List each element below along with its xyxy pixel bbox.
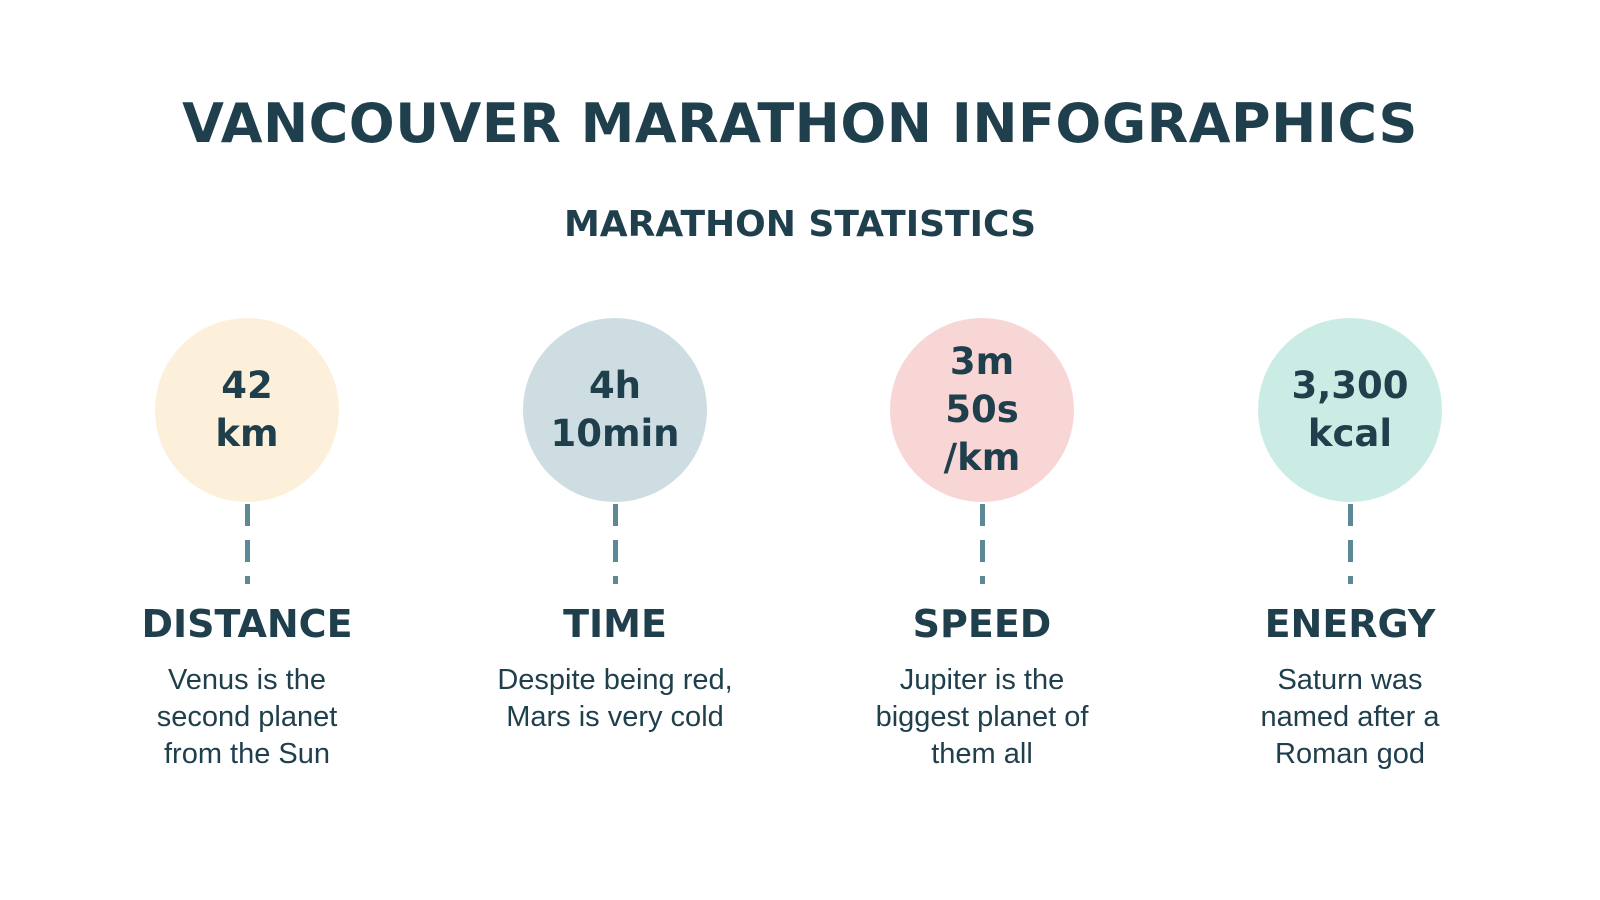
- stat-speed: 3m 50s /km SPEED Jupiter is the biggest …: [832, 318, 1132, 773]
- time-value-circle: 4h 10min: [523, 318, 707, 502]
- time-label: TIME: [563, 602, 667, 646]
- dashed-connector: [244, 504, 250, 584]
- energy-label: ENERGY: [1264, 602, 1436, 646]
- speed-description: Jupiter is the biggest planet of them al…: [875, 664, 1089, 770]
- distance-value-circle: 42 km: [155, 318, 339, 502]
- energy-description: Saturn was named after a Roman god: [1260, 664, 1440, 770]
- speed-value-circle: 3m 50s /km: [890, 318, 1074, 502]
- distance-description: Venus is the second planet from the Sun: [156, 664, 338, 770]
- stat-time: 4h 10min TIME Despite being red, Mars is…: [465, 318, 765, 736]
- section-subtitle: MARATHON STATISTICS: [563, 204, 1037, 245]
- page-title: VANCOUVER MARATHON INFOGRAPHICS: [182, 92, 1418, 155]
- time-description: Despite being red, Mars is very cold: [497, 664, 733, 733]
- stat-energy: 3,300 kcal ENERGY Saturn was named after…: [1200, 318, 1500, 773]
- dashed-connector: [979, 504, 985, 584]
- stat-distance: 42 km DISTANCE Venus is the second plane…: [97, 318, 397, 773]
- energy-value-circle: 3,300 kcal: [1258, 318, 1442, 502]
- dashed-connector: [612, 504, 618, 584]
- dashed-connector: [1347, 504, 1353, 584]
- distance-label: DISTANCE: [141, 602, 353, 646]
- speed-label: SPEED: [912, 602, 1052, 646]
